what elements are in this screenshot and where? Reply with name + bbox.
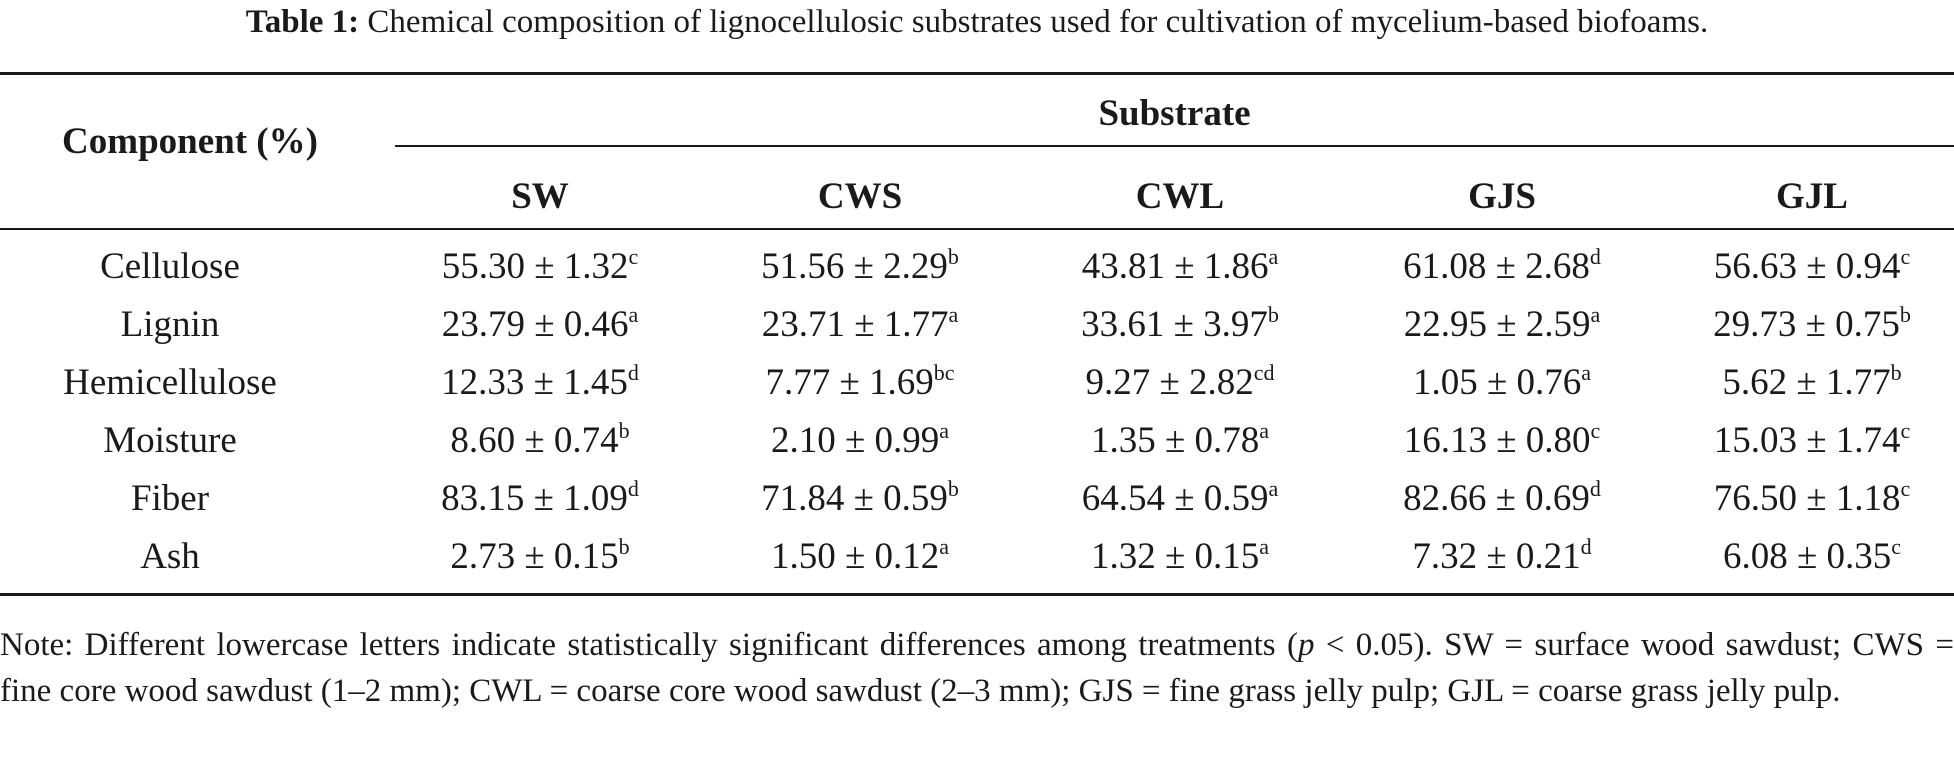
table-cell: 15.03 ± 1.74c [1713,418,1911,462]
table-note: Note: Different lowercase letters indica… [0,622,1954,714]
column-header-gjs: GJS [1468,176,1536,217]
table-cell: 23.71 ± 1.77a [761,302,959,346]
table-top-rule [0,72,1954,75]
table-cell: 12.33 ± 1.45d [441,360,639,404]
table-cell: 9.27 ± 2.82cd [1085,360,1275,404]
table-cell: 8.60 ± 0.74b [450,418,630,462]
table-cell: 1.50 ± 0.12a [770,534,950,578]
table-cell: 16.13 ± 0.80c [1403,418,1601,462]
table-cell: 71.84 ± 0.59b [761,476,959,520]
row-label: Fiber [130,478,210,519]
group-header: Substrate [1098,93,1251,134]
table-row: Hemicellulose 12.33 ± 1.45d 7.77 ± 1.69b… [0,354,1954,412]
table-cell: 6.08 ± 0.35c [1722,534,1902,578]
row-label: Cellulose [100,246,240,287]
row-label: Lignin [120,304,220,345]
table-cell: 83.15 ± 1.09d [441,476,639,520]
table-caption: Table 1: Chemical composition of lignoce… [0,2,1954,42]
row-label: Hemicellulose [63,362,277,403]
row-header: Component (%) [62,121,318,162]
table-cell: 7.32 ± 0.21d [1412,534,1592,578]
table-cell: 1.05 ± 0.76a [1412,360,1592,404]
caption-label: Table 1: [245,4,360,40]
table-cell: 33.61 ± 3.97b [1081,302,1279,346]
table-cell: 56.63 ± 0.94c [1713,244,1911,288]
column-header-gjl: GJL [1776,176,1848,217]
table-cell: 43.81 ± 1.86a [1081,244,1279,288]
note-text-start: Note: Different lowercase letters indica… [0,627,1298,663]
row-label: Moisture [103,420,237,461]
table-row: Ash 2.73 ± 0.15b 1.50 ± 0.12a 1.32 ± 0.1… [0,528,1954,586]
table-cell: 2.10 ± 0.99a [770,418,950,462]
table-cell: 64.54 ± 0.59a [1081,476,1279,520]
table-bottom-rule [0,593,1954,596]
table-cell: 2.73 ± 0.15b [450,534,630,578]
note-p-symbol: p [1297,627,1315,663]
table-cell: 55.30 ± 1.32c [441,244,639,288]
table-cell: 5.62 ± 1.77b [1722,360,1902,404]
table-row: Moisture 8.60 ± 0.74b 2.10 ± 0.99a 1.35 … [0,412,1954,470]
group-header-rule [395,145,1954,147]
row-label: Ash [140,536,200,577]
table-cell: 22.95 ± 2.59a [1403,302,1601,346]
column-header-cws: CWS [817,176,903,217]
table-row: Fiber 83.15 ± 1.09d 71.84 ± 0.59b 64.54 … [0,470,1954,528]
caption-text: Chemical composition of lignocellulosic … [367,4,1709,40]
header-rule [0,228,1954,230]
table-row: Cellulose 55.30 ± 1.32c 51.56 ± 2.29b 43… [0,238,1954,296]
table-row: Lignin 23.79 ± 0.46a 23.71 ± 1.77a 33.61… [0,296,1954,354]
column-header-cwl: CWL [1135,176,1225,217]
table-cell: 76.50 ± 1.18c [1713,476,1911,520]
note-text-end: < 0.05). SW = surface wood sawdust; CWS … [0,627,1954,709]
table-cell: 61.08 ± 2.68d [1403,244,1601,288]
table-cell: 23.79 ± 0.46a [441,302,639,346]
table-cell: 1.32 ± 0.15a [1090,534,1270,578]
column-header-sw: SW [511,176,569,217]
table-cell: 82.66 ± 0.69d [1403,476,1601,520]
table-cell: 29.73 ± 0.75b [1713,302,1911,346]
table-cell: 7.77 ± 1.69bc [765,360,955,404]
table-cell: 1.35 ± 0.78a [1090,418,1270,462]
table-cell: 51.56 ± 2.29b [761,244,959,288]
